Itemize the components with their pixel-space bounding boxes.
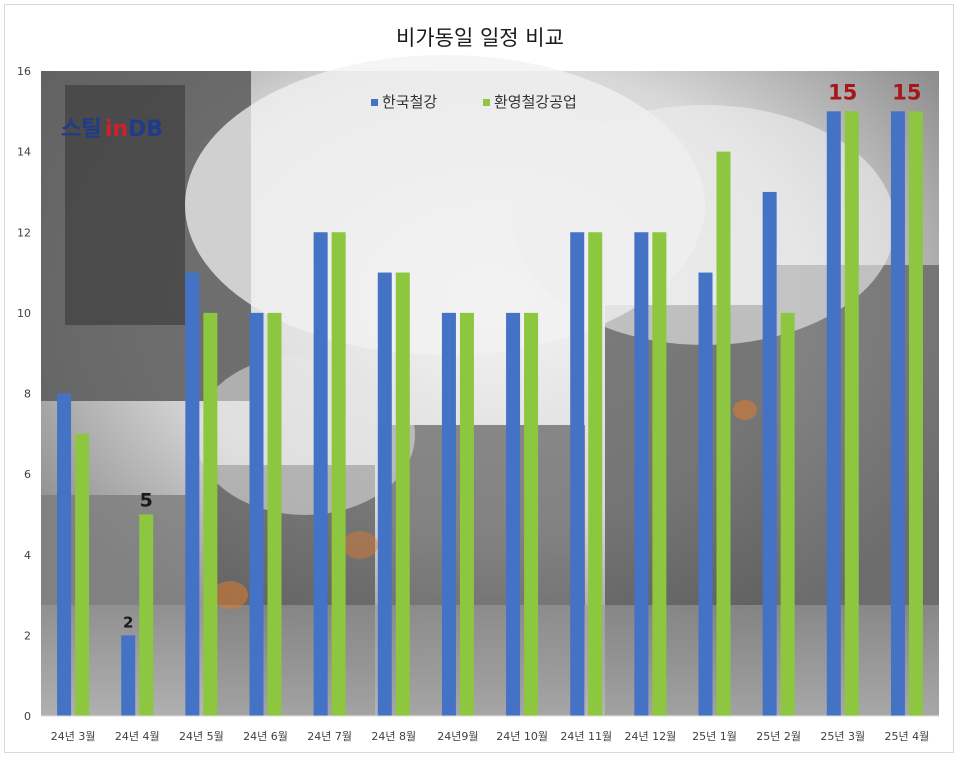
x-tick-label: 25년 1월 [692,730,737,743]
bar-series2 [844,111,859,716]
y-tick-label: 4 [24,549,31,562]
x-tick-label: 24년 11월 [560,730,612,743]
bar-series1 [121,635,136,716]
data-label: 5 [140,489,153,511]
chart-title: 비가동일 일정 비교 [396,26,564,50]
legend-label: 한국철강 [382,93,437,111]
annotations: 2 5 15 15 [123,80,922,631]
x-tick-label: 24년9월 [437,730,478,743]
x-tick-label: 25년 3월 [820,730,865,743]
legend-swatch [371,99,378,106]
x-tick-label: 24년 5월 [179,730,224,743]
y-tick-label: 6 [24,468,31,481]
bar-series2 [524,312,539,716]
bars [57,111,923,716]
x-tick-label: 24년 8월 [371,730,416,743]
steelindb-logo: 스틸 in DB [61,117,163,142]
bar-series2 [652,232,667,716]
legend-label: 환영철강공업 [494,93,577,111]
bar-series1 [698,272,713,716]
bar-series1 [762,191,777,716]
x-tick-label: 24년 3월 [51,730,96,743]
y-axis: 0 2 4 6 8 10 12 14 16 [17,65,31,723]
bar-series2 [780,312,795,716]
x-tick-label: 24년 12월 [624,730,676,743]
x-tick-label: 25년 2월 [756,730,801,743]
bar-series1 [185,272,200,716]
bar-series2 [716,151,731,716]
bar-series1 [634,232,649,716]
bar-series2 [459,312,474,716]
chart-frame: 스틸 in DB 비가동일 일정 비교 0 2 4 6 8 10 12 14 16 24년 3월… [4,4,954,753]
bar-series2 [267,312,282,716]
svg-text:in: in [105,117,128,142]
bar-series2 [203,312,218,716]
data-label: 2 [123,613,133,631]
bar-series1 [826,111,841,716]
chart-svg: 스틸 in DB 비가동일 일정 비교 0 2 4 6 8 10 12 14 16 24년 3월… [17,26,939,743]
x-axis: 24년 3월 24년 4월 24년 5월 24년 6월 24년 7월 24년 8월 24년9… [41,715,939,743]
y-tick-label: 14 [17,146,31,159]
y-tick-label: 0 [24,710,31,723]
bar-series1 [506,312,521,716]
bar-series1 [570,232,585,716]
svg-text:DB: DB [128,117,163,142]
x-tick-label: 24년 6월 [243,730,288,743]
bar-series2 [588,232,603,716]
x-tick-label: 25년 4월 [885,730,930,743]
legend: 한국철강 환영철강공업 [371,93,577,111]
y-tick-label: 8 [24,388,31,401]
data-label: 15 [892,80,921,104]
y-tick-label: 16 [17,65,31,78]
bar-series1 [441,312,456,716]
legend-swatch [483,99,490,106]
bar-series2 [395,272,410,716]
x-tick-label: 24년 7월 [307,730,352,743]
bar-series1 [313,232,328,716]
bar-series1 [249,312,264,716]
bar-series2 [331,232,346,716]
y-tick-label: 12 [17,226,31,239]
bar-series2 [908,111,923,716]
x-tick-label: 24년 4월 [115,730,160,743]
y-tick-label: 2 [24,629,31,642]
bar-series2 [75,433,90,716]
background-photo [41,55,939,716]
svg-text:스틸: 스틸 [61,117,101,142]
bar-series2 [139,514,154,716]
bar-series1 [57,393,72,716]
bar-series1 [890,111,905,716]
bar-series1 [377,272,392,716]
data-label: 15 [828,80,857,104]
y-tick-label: 10 [17,307,31,320]
x-tick-label: 24년 10월 [496,730,548,743]
